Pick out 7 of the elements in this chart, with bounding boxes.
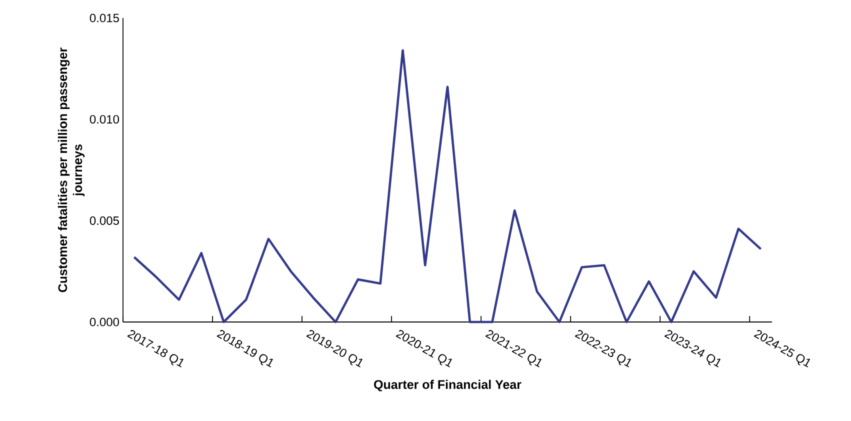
y-tick-label: 0.000 (90, 318, 120, 326)
y-tick-label: 0.005 (90, 216, 119, 225)
y-axis-title: Customer fatalities per million passenger journeys (58, 48, 85, 292)
y-tick-label: 0.015 (90, 14, 119, 22)
x-axis-title: Quarter of Financial Year (374, 380, 522, 392)
y-tick-label: 0.010 (90, 115, 120, 124)
line-series (133, 49, 762, 324)
